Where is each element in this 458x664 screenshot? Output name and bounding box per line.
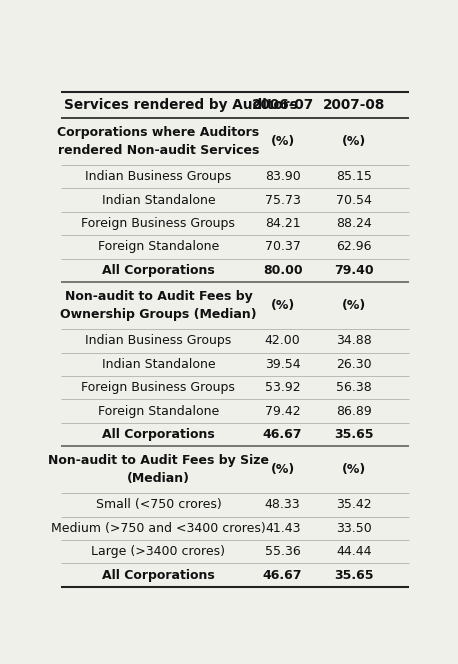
- Text: 86.89: 86.89: [336, 404, 371, 418]
- Text: 75.73: 75.73: [265, 194, 300, 207]
- Text: 83.90: 83.90: [265, 170, 300, 183]
- Text: 35.65: 35.65: [334, 568, 373, 582]
- Text: 2007-08: 2007-08: [322, 98, 385, 112]
- Text: (%): (%): [342, 135, 366, 148]
- Text: (%): (%): [271, 463, 295, 476]
- Text: 41.43: 41.43: [265, 522, 300, 535]
- Text: Services rendered by Auditors: Services rendered by Auditors: [64, 98, 298, 112]
- Text: Indian Standalone: Indian Standalone: [102, 358, 215, 371]
- Text: Non-audit to Audit Fees by
Ownership Groups (Median): Non-audit to Audit Fees by Ownership Gro…: [60, 290, 257, 321]
- Text: Foreign Business Groups: Foreign Business Groups: [82, 381, 235, 394]
- Text: 70.37: 70.37: [265, 240, 300, 254]
- Text: 79.40: 79.40: [334, 264, 373, 277]
- Text: Indian Standalone: Indian Standalone: [102, 194, 215, 207]
- Text: 35.65: 35.65: [334, 428, 373, 441]
- Text: Foreign Standalone: Foreign Standalone: [98, 240, 219, 254]
- Text: 79.42: 79.42: [265, 404, 300, 418]
- Text: 26.30: 26.30: [336, 358, 371, 371]
- Text: All Corporations: All Corporations: [102, 568, 215, 582]
- Text: 80.00: 80.00: [263, 264, 302, 277]
- Text: Corporations where Auditors
rendered Non-audit Services: Corporations where Auditors rendered Non…: [57, 126, 260, 157]
- Text: 46.67: 46.67: [263, 428, 302, 441]
- Text: 44.44: 44.44: [336, 545, 371, 558]
- Text: All Corporations: All Corporations: [102, 428, 215, 441]
- Text: Medium (>750 and <3400 crores): Medium (>750 and <3400 crores): [51, 522, 266, 535]
- Text: 62.96: 62.96: [336, 240, 371, 254]
- Text: (%): (%): [342, 463, 366, 476]
- Text: Foreign Business Groups: Foreign Business Groups: [82, 217, 235, 230]
- Text: 70.54: 70.54: [336, 194, 371, 207]
- Text: 46.67: 46.67: [263, 568, 302, 582]
- Text: 53.92: 53.92: [265, 381, 300, 394]
- Text: All Corporations: All Corporations: [102, 264, 215, 277]
- Text: 2006-07: 2006-07: [251, 98, 314, 112]
- Text: 84.21: 84.21: [265, 217, 300, 230]
- Text: Large (>3400 crores): Large (>3400 crores): [92, 545, 225, 558]
- Text: Non-audit to Audit Fees by Size
(Median): Non-audit to Audit Fees by Size (Median): [48, 454, 269, 485]
- Text: 48.33: 48.33: [265, 499, 300, 511]
- Text: 42.00: 42.00: [265, 335, 300, 347]
- Text: 33.50: 33.50: [336, 522, 371, 535]
- Text: (%): (%): [342, 299, 366, 312]
- Text: 56.38: 56.38: [336, 381, 371, 394]
- Text: 88.24: 88.24: [336, 217, 371, 230]
- Text: 35.42: 35.42: [336, 499, 371, 511]
- Text: (%): (%): [271, 299, 295, 312]
- Text: Indian Business Groups: Indian Business Groups: [85, 170, 232, 183]
- Text: 34.88: 34.88: [336, 335, 371, 347]
- Text: (%): (%): [271, 135, 295, 148]
- Text: Small (<750 crores): Small (<750 crores): [96, 499, 221, 511]
- Text: Foreign Standalone: Foreign Standalone: [98, 404, 219, 418]
- Text: 85.15: 85.15: [336, 170, 371, 183]
- Text: 39.54: 39.54: [265, 358, 300, 371]
- Text: Indian Business Groups: Indian Business Groups: [85, 335, 232, 347]
- Text: 55.36: 55.36: [265, 545, 300, 558]
